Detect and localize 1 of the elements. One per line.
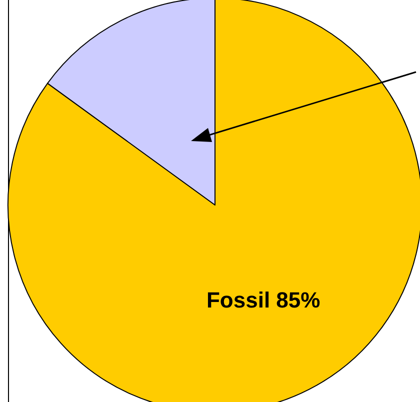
slice-label: Fossil 85% <box>206 287 320 312</box>
